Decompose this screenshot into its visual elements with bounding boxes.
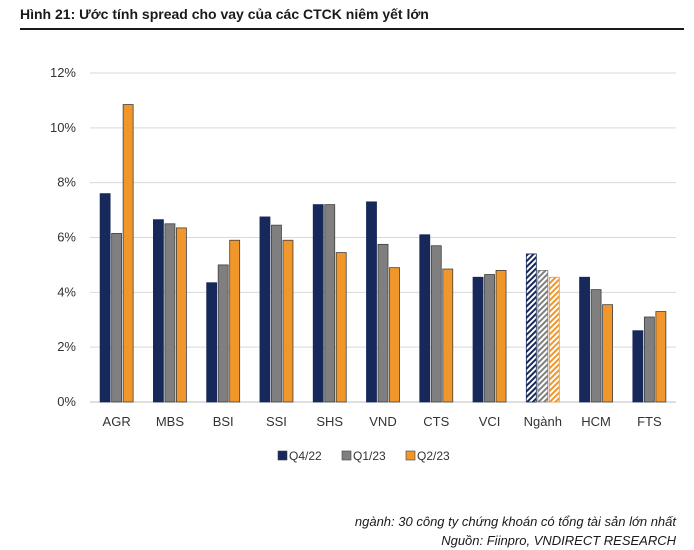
x-tick-label: SHS [316,414,343,429]
legend-swatch [405,450,416,461]
bar-hcm-q4-22 [579,276,590,403]
x-tick-label: Ngành [524,414,562,429]
bar-fts-q1-23 [643,316,655,403]
bar-agr-q2-23 [122,104,134,403]
bar-agr-q4-22 [99,193,111,403]
bar-shs-q2-23 [335,252,347,403]
legend-swatch [277,450,288,461]
y-tick-label: 2% [57,339,76,354]
industry-footnote: ngành: 30 công ty chứng khoán có tổng tà… [354,514,676,529]
bar-vnd-q1-23 [377,243,389,403]
bar-fts-q2-23 [655,311,667,403]
bar-fts-q4-22 [632,330,644,403]
x-tick-label: BSI [213,414,234,429]
x-tick-label: AGR [103,414,131,429]
bar-bsi-q1-23 [217,264,229,403]
bar-ngành-q2-23 [548,276,560,403]
bar-bsi-q2-23 [229,239,241,403]
bar-vnd-q4-22 [366,201,377,403]
x-tick-label: SSI [266,414,287,429]
x-tick-label: MBS [156,414,185,429]
y-tick-label: 0% [57,394,76,409]
bar-ssi-q1-23 [271,224,282,403]
bar-vci-q2-23 [495,269,507,403]
bar-vnd-q2-23 [389,267,400,403]
y-tick-label: 12% [50,65,76,80]
bar-cts-q2-23 [442,268,454,403]
y-axis: 0% 2% 4% 6% 8% 10% 12% [50,65,76,409]
bar-ssi-q2-23 [282,239,294,403]
y-tick-label: 6% [57,230,76,245]
legend-label: Q4/22 [289,449,322,463]
bar-chart: 0% 2% 4% 6% 8% 10% 12% AGR MBS BSI SSI SHS VND CTS VC… [50,65,676,463]
source-note: Nguồn: Fiinpro, VNDIRECT RESEARCH [441,533,676,548]
y-tick-label: 10% [50,120,76,135]
bar-ngành-q4-22 [525,253,537,403]
figure-title: Hình 21: Ước tính spread cho vay của các… [20,6,429,22]
bar-ssi-q4-22 [259,216,271,403]
x-tick-label: VND [369,414,396,429]
bar-hcm-q2-23 [602,304,613,403]
bar-bsi-q4-22 [206,282,218,403]
x-tick-label: FTS [637,414,662,429]
y-tick-label: 4% [57,284,76,299]
legend: Q4/22 Q1/23 Q2/23 [277,449,450,463]
bar-mbs-q2-23 [176,227,187,403]
bar-shs-q1-23 [324,204,336,403]
x-tick-label: HCM [581,414,611,429]
bar-mbs-q1-23 [164,223,176,403]
bar-agr-q1-23 [111,232,123,403]
legend-swatch [341,450,352,461]
legend-label: Q1/23 [353,449,386,463]
x-axis: AGR MBS BSI SSI SHS VND CTS VCI Ngành HCM FTS [103,414,662,429]
bar-vci-q1-23 [484,274,495,403]
title-divider [20,28,684,30]
bar-cts-q4-22 [419,234,431,403]
x-tick-label: VCI [479,414,501,429]
y-tick-label: 8% [57,175,76,190]
bar-mbs-q4-22 [153,219,164,403]
bar-shs-q4-22 [312,204,324,403]
bar-hcm-q1-23 [590,289,602,403]
x-tick-label: CTS [423,414,449,429]
bar-ngành-q1-23 [537,269,549,403]
bar-cts-q1-23 [430,245,442,403]
bars [99,104,667,403]
bar-vci-q4-22 [472,276,484,403]
legend-label: Q2/23 [417,449,450,463]
